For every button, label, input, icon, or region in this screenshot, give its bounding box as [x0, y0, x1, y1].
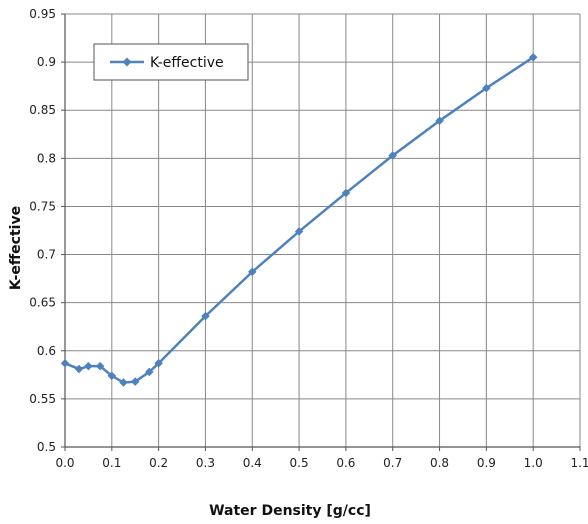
data-point-marker: [247, 267, 257, 277]
data-point-marker: [341, 188, 351, 198]
y-tick-label: 0.8: [37, 151, 56, 165]
legend: K-effective: [93, 43, 249, 81]
data-point-marker: [435, 116, 444, 126]
legend-box: [93, 43, 249, 81]
legend-diamond-icon: [122, 57, 132, 67]
data-point-marker: [154, 358, 163, 368]
x-tick-label: 0.2: [149, 456, 168, 470]
x-tick-label: 1.1: [570, 456, 588, 470]
x-tick-label: 0.8: [430, 456, 449, 470]
axes: [61, 13, 581, 451]
data-point-marker: [201, 311, 210, 321]
y-tick-label: 0.6: [37, 344, 56, 358]
x-tick-label: 0.5: [290, 456, 309, 470]
x-tick-label: 1.0: [524, 456, 543, 470]
y-tick-labels: 0.5 0.55 0.6 0.65 0.7 0.75 0.8 0.85 0.9 0.95: [29, 7, 56, 454]
data-point-marker: [74, 364, 84, 374]
y-tick-label: 0.7: [37, 248, 56, 262]
y-axis-title: K-effective: [8, 206, 24, 290]
y-tick-label: 0.9: [37, 55, 56, 69]
y-tick-label: 0.95: [29, 7, 56, 21]
data-point-marker: [130, 377, 140, 386]
legend-label: K-effective: [150, 55, 224, 71]
y-tick-label: 0.55: [29, 392, 56, 406]
data-point-marker: [84, 361, 93, 371]
data-point-marker: [482, 83, 491, 93]
x-tick-label: 0.1: [102, 456, 121, 470]
x-tick-label: 0.6: [336, 456, 355, 470]
data-point-marker: [294, 227, 304, 236]
x-axis-title: Water Density [g/cc]: [209, 503, 371, 519]
data-point-marker: [60, 358, 70, 368]
series-group: [60, 52, 538, 387]
data-point-marker: [95, 361, 105, 371]
data-point-marker: [144, 367, 154, 377]
y-tick-label: 0.75: [29, 199, 56, 213]
data-point-marker: [528, 52, 538, 62]
y-tick-label: 0.85: [29, 103, 56, 117]
x-tick-label: 0.9: [477, 456, 496, 470]
data-point-marker: [388, 151, 398, 160]
x-tick-labels: 0.0 0.1 0.2 0.3 0.4 0.5 0.6 0.7 0.8 0.9 1.0 1.1: [55, 456, 588, 470]
x-tick-label: 0.7: [383, 456, 402, 470]
x-tick-label: 0.0: [55, 456, 74, 470]
data-point-marker: [107, 371, 117, 381]
y-tick-label: 0.65: [29, 296, 56, 310]
data-point-marker: [119, 378, 128, 387]
y-tick-label: 0.5: [37, 440, 56, 454]
x-tick-label: 0.4: [243, 456, 262, 470]
x-tick-label: 0.3: [196, 456, 215, 470]
